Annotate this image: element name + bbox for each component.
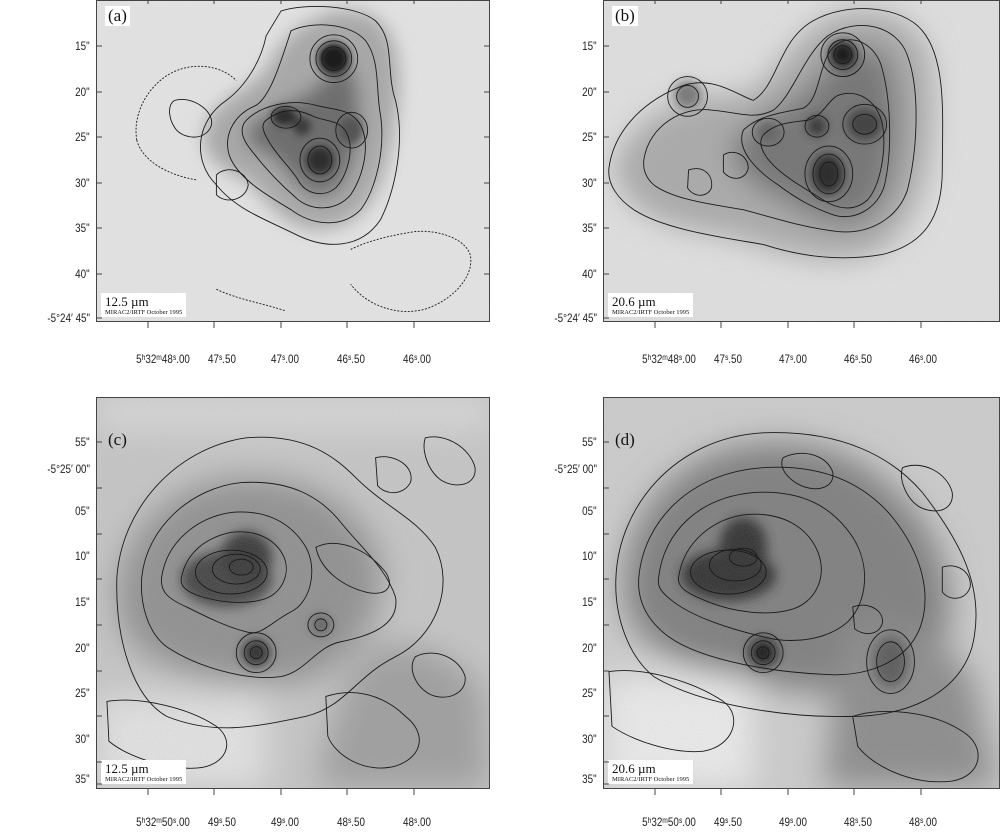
dec-tick-c-6: 25": [75, 686, 90, 700]
image-d: (d) 20.6 µm MIRAC2/IRTF October 1995: [603, 397, 1000, 789]
panel-label-d: (d): [615, 430, 635, 449]
ra-tick-a-0: 5ʰ32ᵐ48ˢ.00: [136, 352, 190, 366]
dec-tick-a-0: 15": [75, 39, 90, 53]
dec-tick-a-2: 25": [75, 130, 90, 144]
ra-tick-a-1: 47ˢ.50: [208, 352, 236, 366]
emission-map-c: [97, 398, 489, 788]
dec-tick-a-3: 30": [75, 176, 90, 190]
credit-label-d: MIRAC2/IRTF October 1995: [612, 775, 690, 783]
ra-tick-b-2: 47ˢ.00: [779, 352, 807, 366]
dec-tick-d-7: 30": [582, 732, 597, 746]
panel-b: (b) 20.6 µm MIRAC2/IRTF October 1995 15"…: [500, 0, 1000, 419]
dec-tick-c-8: 35": [75, 772, 90, 786]
credit-label-c: MIRAC2/IRTF October 1995: [105, 775, 183, 783]
caption-b: 20.6 µm MIRAC2/IRTF October 1995: [608, 292, 694, 317]
dec-tick-c-2: 05": [75, 504, 90, 518]
ra-tick-c-4: 48ˢ.00: [403, 815, 431, 829]
emission-map-a: [97, 1, 489, 321]
caption-c: 12.5 µm MIRAC2/IRTF October 1995: [101, 759, 187, 784]
dec-tick-c-0: 55": [75, 435, 90, 449]
ra-tick-c-3: 48ˢ.50: [337, 815, 365, 829]
dec-tick-a-6: -5°24′ 45": [47, 311, 90, 325]
credit-label-b: MIRAC2/IRTF October 1995: [612, 308, 690, 316]
panel-label-a: (a): [105, 6, 130, 26]
emission-map-b: [604, 1, 999, 321]
dec-tick-a-4: 35": [75, 221, 90, 235]
image-a: (a) 12.5 µm MIRAC2/IRTF October 1995: [96, 0, 490, 322]
dec-tick-d-5: 20": [582, 641, 597, 655]
ra-tick-d-4: 48ˢ.00: [909, 815, 937, 829]
credit-label-a: MIRAC2/IRTF October 1995: [105, 308, 183, 316]
wavelength-label-d: 20.6 µm: [612, 760, 656, 776]
panel-c: (c) 12.5 µm MIRAC2/IRTF October 1995 55"…: [0, 397, 500, 838]
ra-tick-c-2: 49ˢ.00: [271, 815, 299, 829]
wavelength-label-b: 20.6 µm: [612, 293, 656, 309]
panel-label-c: (c): [108, 430, 127, 449]
caption-d: 20.6 µm MIRAC2/IRTF October 1995: [608, 759, 694, 784]
ra-tick-b-3: 46ˢ.50: [844, 352, 872, 366]
emission-map-d: [604, 398, 999, 788]
panel-label-b: (b): [612, 6, 638, 26]
dec-tick-c-1: -5°25′ 00": [47, 462, 90, 476]
ra-tick-d-3: 48ˢ.50: [844, 815, 872, 829]
axes-ticks-c: [96, 441, 415, 795]
dec-tick-d-2: 05": [582, 504, 597, 518]
dec-tick-b-1: 20": [582, 85, 597, 99]
contours-b: [608, 8, 944, 259]
wavelength-label-c: 12.5 µm: [105, 760, 149, 776]
ra-tick-c-1: 49ˢ.50: [208, 815, 236, 829]
caption-a: 12.5 µm MIRAC2/IRTF October 1995: [101, 292, 187, 317]
dec-tick-c-7: 30": [75, 732, 90, 746]
panel-d: (d) 20.6 µm MIRAC2/IRTF October 1995 55"…: [500, 397, 1000, 838]
axes-ticks-d: [603, 441, 922, 795]
dec-tick-b-6: -5°24′ 45": [554, 311, 597, 325]
ra-tick-d-0: 5ʰ32ᵐ50ˢ.00: [642, 815, 696, 829]
axes-ticks-a: [96, 0, 490, 328]
ra-tick-a-3: 46ˢ.50: [337, 352, 365, 366]
dec-tick-b-0: 15": [582, 39, 597, 53]
contours-d: [608, 432, 979, 783]
dec-tick-c-3: 10": [75, 549, 90, 563]
axes-ticks-b: [603, 0, 922, 328]
dec-tick-d-0: 55": [582, 435, 597, 449]
dec-tick-d-6: 25": [582, 686, 597, 700]
dec-tick-b-2: 25": [582, 130, 597, 144]
ra-tick-d-2: 49ˢ.00: [779, 815, 807, 829]
dec-tick-a-5: 40": [75, 267, 90, 281]
dec-tick-b-3: 30": [582, 176, 597, 190]
ra-tick-b-4: 46ˢ.00: [909, 352, 937, 366]
dec-tick-b-4: 35": [582, 221, 597, 235]
dec-tick-d-8: 35": [582, 772, 597, 786]
dec-tick-b-5: 40": [582, 267, 597, 281]
ra-tick-d-1: 49ˢ.50: [714, 815, 742, 829]
ra-tick-b-0: 5ʰ32ᵐ48ˢ.00: [642, 352, 696, 366]
dec-tick-c-4: 15": [75, 595, 90, 609]
dec-tick-a-1: 20": [75, 85, 90, 99]
panel-a: (a) 12.5 µm MIRAC2/IRTF October 1995 15"…: [0, 0, 500, 419]
dec-tick-d-4: 15": [582, 595, 597, 609]
dec-tick-d-1: -5°25′ 00": [554, 462, 597, 476]
wavelength-label-a: 12.5 µm: [105, 293, 149, 309]
ra-tick-a-4: 46ˢ.00: [403, 352, 431, 366]
dec-tick-d-3: 10": [582, 549, 597, 563]
image-b: (b) 20.6 µm MIRAC2/IRTF October 1995: [603, 0, 1000, 322]
contours-a: [135, 5, 472, 312]
ra-tick-c-0: 5ʰ32ᵐ50ˢ.00: [136, 815, 190, 829]
contours-c: [106, 436, 476, 769]
image-c: (c) 12.5 µm MIRAC2/IRTF October 1995: [96, 397, 490, 789]
dec-tick-c-5: 20": [75, 641, 90, 655]
ra-tick-a-2: 47ˢ.00: [271, 352, 299, 366]
ra-tick-b-1: 47ˢ.50: [714, 352, 742, 366]
